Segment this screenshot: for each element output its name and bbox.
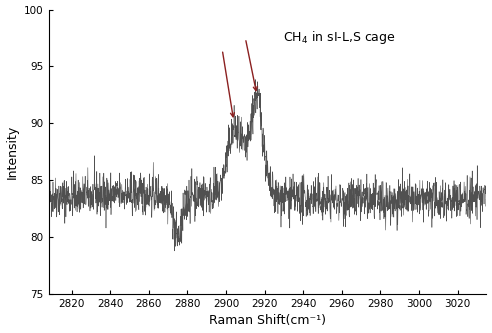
Text: CH$_4$ in sI-L,S cage: CH$_4$ in sI-L,S cage — [283, 29, 396, 47]
Y-axis label: Intensity: Intensity — [5, 125, 19, 179]
X-axis label: Raman Shift(cm⁻¹): Raman Shift(cm⁻¹) — [209, 314, 326, 327]
